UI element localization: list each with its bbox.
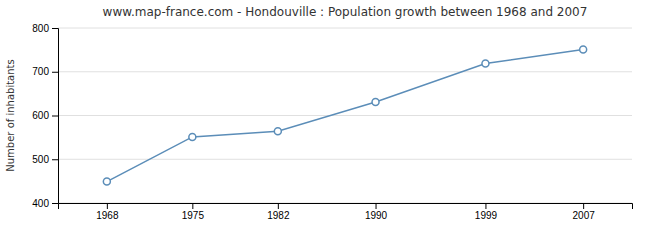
y-tick-mark (52, 28, 58, 29)
x-tick-label: 1982 (267, 210, 290, 221)
point (274, 128, 281, 135)
x-tick-mark (107, 203, 108, 209)
x-tick-mark (485, 203, 486, 209)
grid-line (58, 159, 632, 160)
point (189, 133, 196, 140)
x-tick-mark (278, 203, 279, 209)
grid-line (58, 115, 632, 116)
point (103, 178, 110, 185)
x-tick-label: 1975 (182, 210, 205, 221)
y-tick-mark (52, 203, 58, 204)
grid (58, 28, 632, 203)
grid-line (58, 28, 632, 29)
x-tick: 2007 (573, 203, 596, 221)
x-tick-mark (192, 203, 193, 209)
x-tick-mark (583, 203, 584, 209)
y-tick-label: 600 (32, 110, 49, 121)
y-axis: 400 500 600 700 800 (32, 23, 58, 209)
y-tick: 500 (32, 154, 58, 165)
x-tick-label: 1999 (475, 210, 498, 221)
x-tick-label: 2007 (573, 210, 596, 221)
y-tick: 800 (32, 23, 58, 34)
chart-svg: 1968 1975 1982 1990 1999 2007 400 500 600 700 800 w… (0, 0, 650, 229)
y-axis-line (52, 29, 59, 204)
y-tick-label: 400 (32, 198, 49, 209)
point (482, 60, 489, 67)
x-tick: 1968 (96, 203, 119, 221)
y-tick: 400 (32, 198, 58, 209)
plot-area (103, 46, 586, 185)
x-tick-label: 1990 (365, 210, 388, 221)
x-tick-mark (376, 203, 377, 209)
y-tick-mark (52, 72, 58, 73)
y-tick-label: 500 (32, 154, 49, 165)
x-tick: 1982 (267, 203, 290, 221)
point (372, 98, 379, 105)
y-tick-mark (52, 116, 58, 117)
line (107, 49, 583, 181)
x-tick: 1990 (365, 203, 388, 221)
point (580, 46, 587, 53)
y-tick-label: 800 (32, 23, 49, 34)
y-tick: 700 (32, 66, 58, 77)
x-tick: 1975 (182, 203, 205, 221)
x-tick: 1999 (475, 203, 498, 221)
y-tick-label: 700 (32, 66, 49, 77)
y-axis-title: Number of inhabitants (5, 59, 16, 171)
y-tick: 600 (32, 110, 58, 121)
grid-line (58, 71, 632, 72)
x-tick-label: 1968 (96, 210, 119, 221)
x-axis: 1968 1975 1982 1990 1999 2007 (59, 203, 633, 221)
title: www.map-france.com - Hondouville : Popul… (103, 5, 588, 19)
y-tick-mark (52, 159, 58, 160)
chart-container: 1968 1975 1982 1990 1999 2007 400 500 600 700 800 w… (0, 0, 650, 229)
x-axis-line (59, 204, 633, 210)
